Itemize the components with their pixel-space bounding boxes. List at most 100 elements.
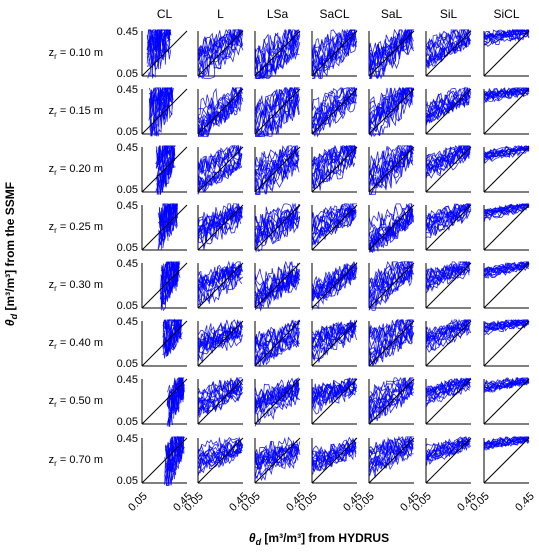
series-track [197,385,242,415]
panel-sacl-row-3 [311,203,358,251]
series-track [425,203,470,229]
panel-lsa-row-4 [254,260,301,312]
one-to-one-line [311,146,358,193]
data-cloud [425,260,471,294]
data-cloud [483,319,530,336]
panel-sicl-row-0 [483,28,530,77]
series-track [198,87,242,116]
series-track [197,334,244,364]
series-track [254,328,300,361]
series-track [311,320,357,342]
series-track [369,145,414,179]
data-cloud [311,319,358,363]
panel-sal-row-2 [368,144,415,195]
panel-lsa-row-5 [254,319,301,367]
series-track [197,205,242,232]
series-track [425,145,470,165]
panel-sil-row-3 [425,203,472,251]
panel-l-row-6 [197,376,244,425]
panel-sicl-row-5 [483,319,530,367]
one-to-one-line [425,320,472,367]
series-track [197,44,244,79]
series-track [198,319,243,344]
x-axis-title: θd [m³/m³] from HYDRUS [249,531,389,547]
series-track [426,203,470,228]
panel-sil-row-6 [425,377,472,425]
data-cloud [425,86,472,127]
panel-lsa-row-0 [254,28,301,80]
y-tick-label: 0.45 [117,142,138,154]
one-to-one-line [141,30,188,77]
series-track [369,28,413,70]
series-track [312,321,356,342]
y-tick-label: 0.45 [117,374,138,386]
series-track [484,319,530,329]
panel-sil-row-1 [425,86,472,135]
one-to-one-line [311,378,358,425]
one-to-one-line [368,146,415,193]
series-track [255,202,300,233]
x-tick-label: 0.05 [126,490,150,514]
series-track [425,268,470,291]
y-tick-label: 0.05 [117,184,138,196]
series-track [426,146,471,173]
series-track [311,440,356,463]
series-track [368,377,414,399]
data-cloud [254,436,301,482]
series-track [255,444,299,466]
series-track [160,261,181,288]
one-to-one-line [483,320,530,367]
panel-sil-row-4 [425,260,472,309]
one-to-one-line [197,378,244,425]
panel-l-row-5 [197,319,244,367]
data-cloud [425,144,472,180]
row-label-7: zr = 0.70 m [49,454,103,468]
series-track [425,90,471,123]
series-track [484,150,530,164]
data-cloud [157,202,178,251]
series-track [255,145,298,168]
series-track [483,207,530,220]
series-track [167,379,185,419]
data-cloud [197,28,244,80]
data-cloud [368,28,415,80]
one-to-one-line [254,204,301,251]
series-track [255,213,299,252]
panel-sal-row-6 [368,376,415,425]
series-track [312,144,357,171]
series-track [168,377,184,417]
series-track [425,29,472,52]
panel-sicl-row-7 [483,436,530,484]
data-cloud [483,87,530,103]
series-track [425,263,470,291]
y-tick-label: 0.45 [117,84,138,96]
series-track [312,263,357,294]
data-cloud [197,202,243,250]
series-track [255,93,299,137]
one-to-one-line [483,378,530,425]
series-track [197,203,242,228]
series-track [161,270,179,307]
series-track [426,441,472,460]
panel-sil-row-2 [425,144,472,193]
one-to-one-line [141,262,188,309]
panel-sacl-row-2 [311,144,358,193]
series-track [197,99,242,137]
series-track [255,157,299,195]
panel-sal-row-5 [368,318,415,367]
series-track [483,87,530,97]
data-cloud [254,260,301,312]
panel-sacl-row-0 [311,28,358,80]
series-track [483,437,530,451]
series-track [311,447,357,470]
series-track [197,450,243,473]
series-track [311,204,356,235]
series-track [159,261,180,295]
series-track [426,261,471,283]
series-track [368,438,414,465]
y-tick-label: 0.05 [117,416,138,428]
one-to-one-line [141,88,188,135]
series-track [369,28,413,71]
series-track [311,321,357,349]
data-cloud [254,319,301,367]
